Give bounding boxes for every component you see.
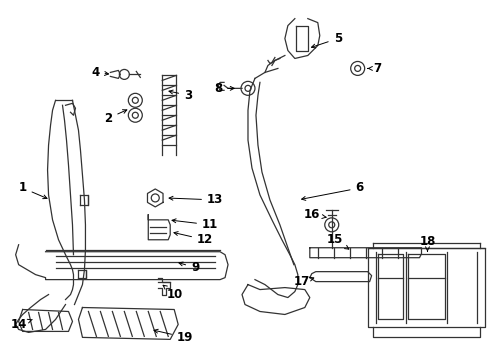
Text: 18: 18 xyxy=(418,235,435,251)
Text: 10: 10 xyxy=(163,285,183,301)
Text: 8: 8 xyxy=(214,82,234,95)
Text: 11: 11 xyxy=(172,218,218,231)
Text: 17: 17 xyxy=(293,275,313,288)
Text: 13: 13 xyxy=(169,193,223,206)
Text: 3: 3 xyxy=(169,89,192,102)
Text: 4: 4 xyxy=(91,66,108,79)
Text: 7: 7 xyxy=(367,62,381,75)
Text: 15: 15 xyxy=(326,233,348,249)
Text: 9: 9 xyxy=(179,261,199,274)
Text: 16: 16 xyxy=(303,208,325,221)
Text: 6: 6 xyxy=(301,181,363,201)
Text: 5: 5 xyxy=(311,32,341,48)
Text: 14: 14 xyxy=(10,318,32,331)
Text: 2: 2 xyxy=(104,110,126,125)
Text: 12: 12 xyxy=(174,231,213,246)
Text: 1: 1 xyxy=(19,181,47,199)
Text: 19: 19 xyxy=(154,329,193,344)
